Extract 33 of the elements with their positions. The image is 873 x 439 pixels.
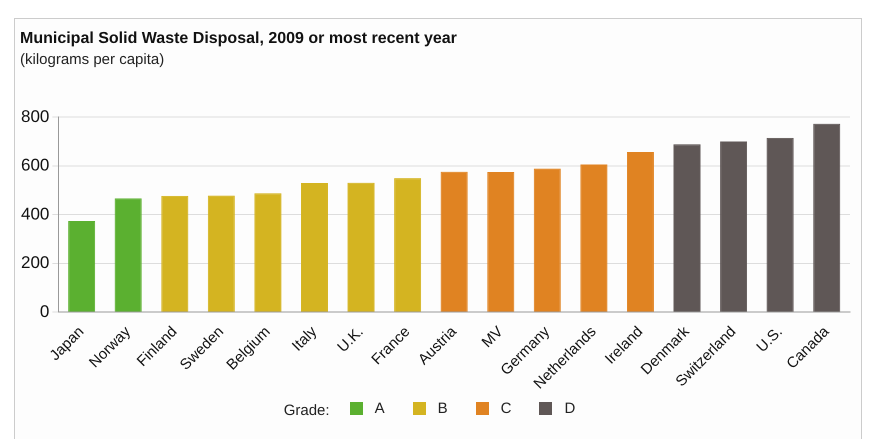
bar bbox=[348, 182, 375, 312]
bar bbox=[68, 220, 96, 312]
y-tick-label: 800 bbox=[20, 106, 50, 126]
chart-subtitle: (kilograms per capita) bbox=[20, 51, 164, 68]
bar bbox=[626, 152, 654, 312]
legend-title: Grade: bbox=[284, 402, 330, 419]
bar bbox=[580, 164, 608, 312]
bar bbox=[254, 193, 282, 312]
bar bbox=[534, 168, 561, 312]
bar bbox=[487, 172, 514, 312]
bar bbox=[674, 144, 701, 312]
x-tick-label: U.K. bbox=[334, 323, 367, 356]
bar bbox=[114, 198, 142, 312]
x-tick-label: Italy bbox=[288, 322, 321, 355]
bar bbox=[720, 142, 748, 312]
y-tick-label: 600 bbox=[20, 156, 50, 175]
legend-label: C bbox=[500, 400, 512, 417]
bar bbox=[208, 196, 235, 312]
bar bbox=[766, 138, 794, 312]
bar bbox=[161, 196, 188, 312]
bar bbox=[300, 182, 328, 312]
y-tick-label: 200 bbox=[20, 253, 50, 272]
bar bbox=[394, 178, 422, 312]
y-tick-label: 0 bbox=[40, 302, 50, 321]
bar bbox=[813, 124, 840, 312]
legend-label: D bbox=[564, 400, 576, 417]
x-tick-label: U.S. bbox=[753, 323, 786, 356]
y-tick-label: 400 bbox=[20, 204, 50, 224]
legend-label: B bbox=[438, 400, 448, 417]
legend-label: A bbox=[374, 400, 385, 417]
bar bbox=[440, 172, 468, 312]
x-tick-label: MV bbox=[478, 323, 507, 352]
chart-title: Municipal Solid Waste Disposal, 2009 or most recent year bbox=[20, 30, 457, 48]
